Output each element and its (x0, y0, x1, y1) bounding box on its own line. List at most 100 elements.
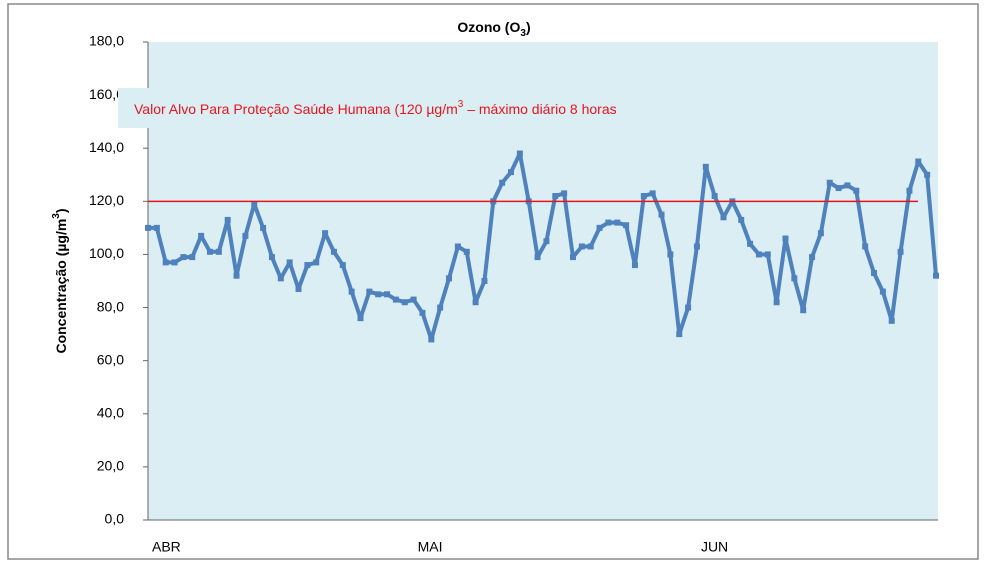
point (463, 248, 470, 255)
point (153, 224, 160, 231)
point (260, 224, 267, 231)
y-axis-title-part: ) (53, 208, 69, 213)
point (658, 211, 665, 218)
point (640, 193, 647, 200)
point (667, 251, 674, 258)
point (543, 238, 550, 245)
point (879, 288, 886, 295)
point (835, 185, 842, 192)
point (871, 270, 878, 277)
point (145, 224, 151, 231)
y-tick-label: 20,0 (97, 458, 124, 474)
point (569, 254, 576, 261)
point (649, 190, 656, 197)
point (339, 262, 346, 269)
point (180, 254, 187, 261)
point (437, 304, 444, 311)
y-axis-title-part: Concentração (µg/m (53, 219, 69, 354)
point (171, 259, 178, 266)
y-tick-label: 140,0 (89, 139, 124, 155)
y-tick-label: 40,0 (97, 404, 124, 420)
point (392, 296, 399, 303)
point (499, 179, 506, 186)
annotation-part: Valor Alvo Para Proteção Saúde Humana (1… (134, 101, 458, 117)
point (375, 291, 382, 298)
point (534, 254, 541, 261)
point (481, 278, 488, 284)
point (277, 275, 284, 282)
point (933, 272, 939, 279)
point (516, 150, 523, 157)
point (587, 243, 594, 250)
point (295, 285, 302, 292)
y-tick-label: 180,0 (89, 33, 124, 49)
point (773, 299, 780, 306)
point (233, 272, 240, 279)
annotation-box (118, 88, 880, 128)
chart-title-part: Ozono (O (457, 19, 520, 35)
point (826, 179, 833, 186)
point (888, 317, 895, 324)
point (561, 190, 568, 197)
point (472, 299, 479, 306)
point (720, 214, 727, 221)
point (428, 336, 435, 343)
point (711, 193, 718, 200)
point (268, 254, 275, 261)
point (747, 240, 754, 247)
point (198, 232, 205, 239)
point (578, 243, 585, 250)
point (189, 254, 196, 261)
chart-title-part: ) (526, 19, 531, 35)
point (357, 315, 364, 322)
point (764, 251, 771, 258)
point (348, 288, 355, 295)
point (817, 230, 824, 237)
point (915, 158, 922, 165)
y-tick-label: 100,0 (89, 245, 124, 261)
point (596, 224, 603, 231)
point (224, 216, 231, 223)
point (791, 275, 798, 282)
point (755, 251, 762, 258)
y-tick-label: 80,0 (97, 298, 124, 314)
point (446, 275, 453, 282)
y-axis-title: Concentração (µg/m3) (51, 208, 69, 353)
point (623, 222, 630, 229)
point (304, 262, 311, 269)
point (862, 243, 869, 250)
point (676, 331, 683, 338)
point (702, 163, 709, 170)
point (924, 171, 931, 178)
point (366, 288, 373, 295)
point (693, 243, 700, 250)
point (738, 216, 745, 223)
chart-title: Ozono (O3) (457, 19, 530, 39)
point (631, 262, 638, 269)
point (552, 193, 559, 200)
chart-title-part: 3 (520, 28, 526, 39)
y-tick-label: 0,0 (105, 511, 125, 527)
point (322, 230, 329, 237)
point (605, 219, 612, 226)
point (800, 307, 807, 314)
point (384, 291, 391, 298)
point (897, 248, 904, 255)
point (419, 309, 426, 316)
y-axis-title-part: 3 (51, 213, 62, 219)
point (508, 169, 515, 176)
x-tick-label: MAI (418, 539, 443, 555)
annotation-part: 3 (458, 99, 464, 110)
series-line (148, 151, 938, 342)
point (401, 299, 408, 306)
point (782, 235, 789, 242)
point (614, 219, 621, 226)
point (853, 187, 860, 194)
x-tick-label: ABR (152, 539, 181, 555)
y-tick-label: 120,0 (89, 192, 124, 208)
point (685, 304, 692, 311)
point (286, 259, 293, 266)
point (215, 248, 222, 255)
x-tick-label: JUN (701, 539, 728, 555)
